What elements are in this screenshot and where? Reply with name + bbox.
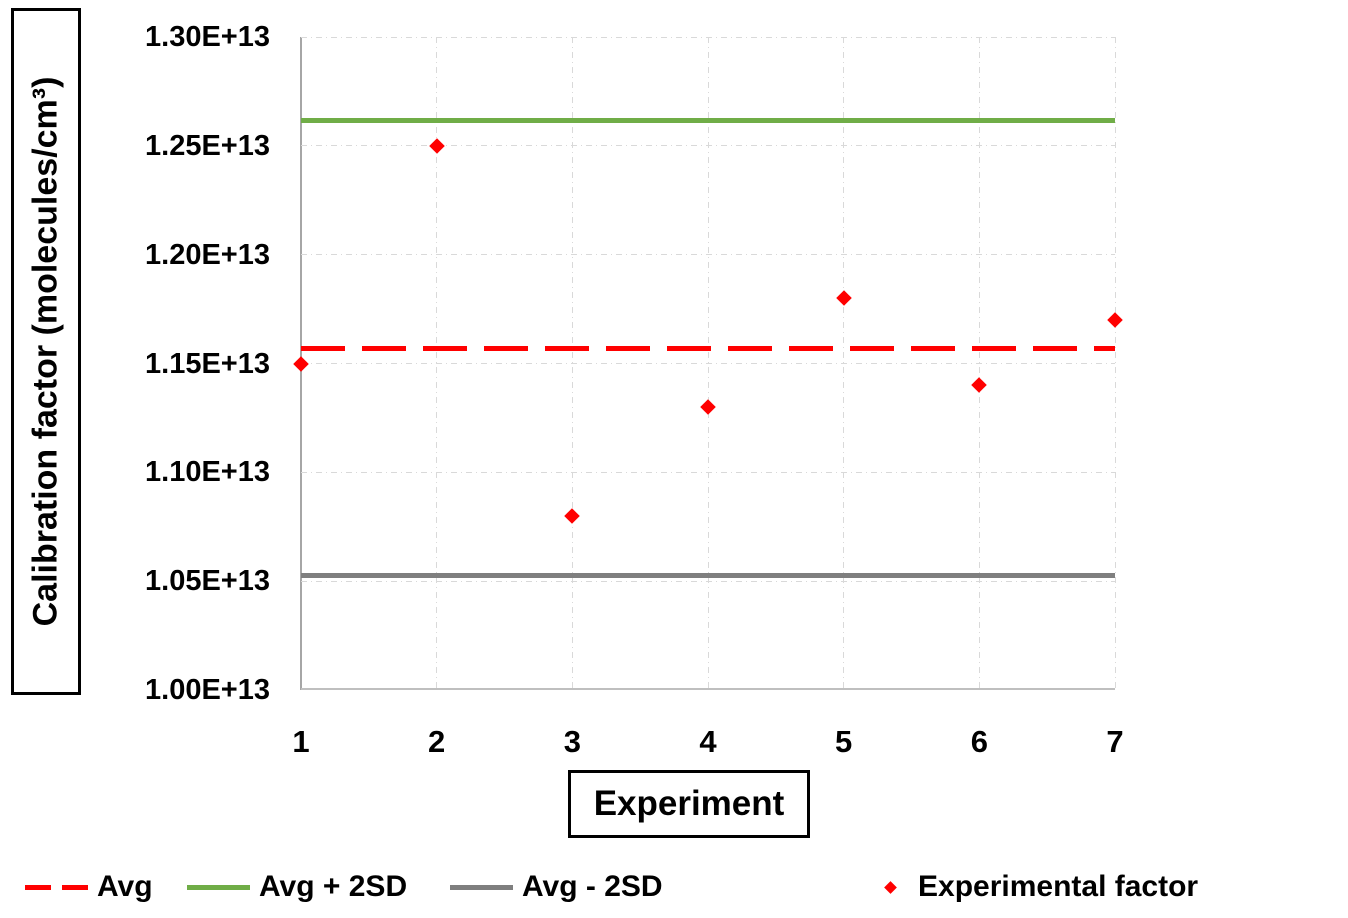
vertical-gridline bbox=[571, 37, 573, 690]
data-point bbox=[564, 508, 581, 524]
x-tick-label: 1 bbox=[292, 724, 310, 759]
data-point bbox=[700, 399, 716, 415]
legend-label-avg: Avg bbox=[97, 870, 153, 903]
legend-label-avg-plus-2sd: Avg + 2SD bbox=[259, 870, 408, 903]
vertical-gridline bbox=[978, 37, 980, 690]
x-axis-title-text: Experiment bbox=[593, 784, 785, 823]
y-tick-label: 1.20E+13 bbox=[145, 238, 270, 271]
vertical-gridline bbox=[707, 37, 709, 690]
x-tick-label: 5 bbox=[835, 724, 853, 759]
vertical-gridline bbox=[843, 37, 845, 690]
x-tick-label: 7 bbox=[1106, 724, 1124, 759]
y-tick-label: 1.05E+13 bbox=[145, 565, 270, 598]
avg-minus-2sd-line bbox=[301, 572, 1115, 578]
data-point bbox=[971, 377, 988, 394]
y-axis-title-text: Calibration factor (molecules/cm³) bbox=[26, 76, 65, 627]
y-axis-title: Calibration factor (molecules/cm³) bbox=[11, 8, 81, 695]
avg-line bbox=[301, 345, 1115, 351]
data-point bbox=[293, 355, 309, 372]
avg-plus-2sd-line bbox=[301, 118, 1115, 124]
y-tick-label: 1.25E+13 bbox=[145, 129, 270, 162]
y-tick-label: 1.00E+13 bbox=[145, 674, 270, 706]
avg-dashed-line-swatch bbox=[25, 884, 88, 890]
legend-item-avg-minus-2sd: Avg - 2SD bbox=[450, 868, 663, 906]
data-point bbox=[428, 138, 445, 154]
plot-area bbox=[293, 36, 1123, 690]
x-tick-label: 4 bbox=[699, 724, 717, 759]
vertical-gridline bbox=[1114, 37, 1116, 690]
y-tick-label: 1.30E+13 bbox=[145, 21, 270, 53]
legend-label-avg-minus-2sd: Avg - 2SD bbox=[522, 870, 663, 903]
legend-label-experimental-factor: Experimental factor bbox=[918, 870, 1199, 903]
avg-minus-2sd-line-swatch bbox=[450, 884, 513, 890]
diamond-icon bbox=[884, 880, 897, 894]
y-tick-label: 1.10E+13 bbox=[145, 456, 270, 489]
data-point bbox=[835, 290, 852, 306]
x-tick-label: 6 bbox=[970, 724, 988, 759]
y-tick-label: 1.15E+13 bbox=[145, 347, 270, 380]
legend-item-avg: Avg bbox=[25, 868, 153, 906]
legend-item-avg-plus-2sd: Avg + 2SD bbox=[187, 868, 407, 906]
legend-item-experimental-factor: Experimental factor bbox=[872, 868, 1198, 906]
x-axis-title: Experiment bbox=[568, 770, 810, 838]
data-point bbox=[1107, 312, 1123, 328]
avg-plus-2sd-line-swatch bbox=[187, 884, 250, 890]
x-tick-label: 2 bbox=[428, 724, 446, 759]
vertical-gridline bbox=[436, 37, 438, 690]
x-tick-label: 3 bbox=[563, 724, 581, 759]
